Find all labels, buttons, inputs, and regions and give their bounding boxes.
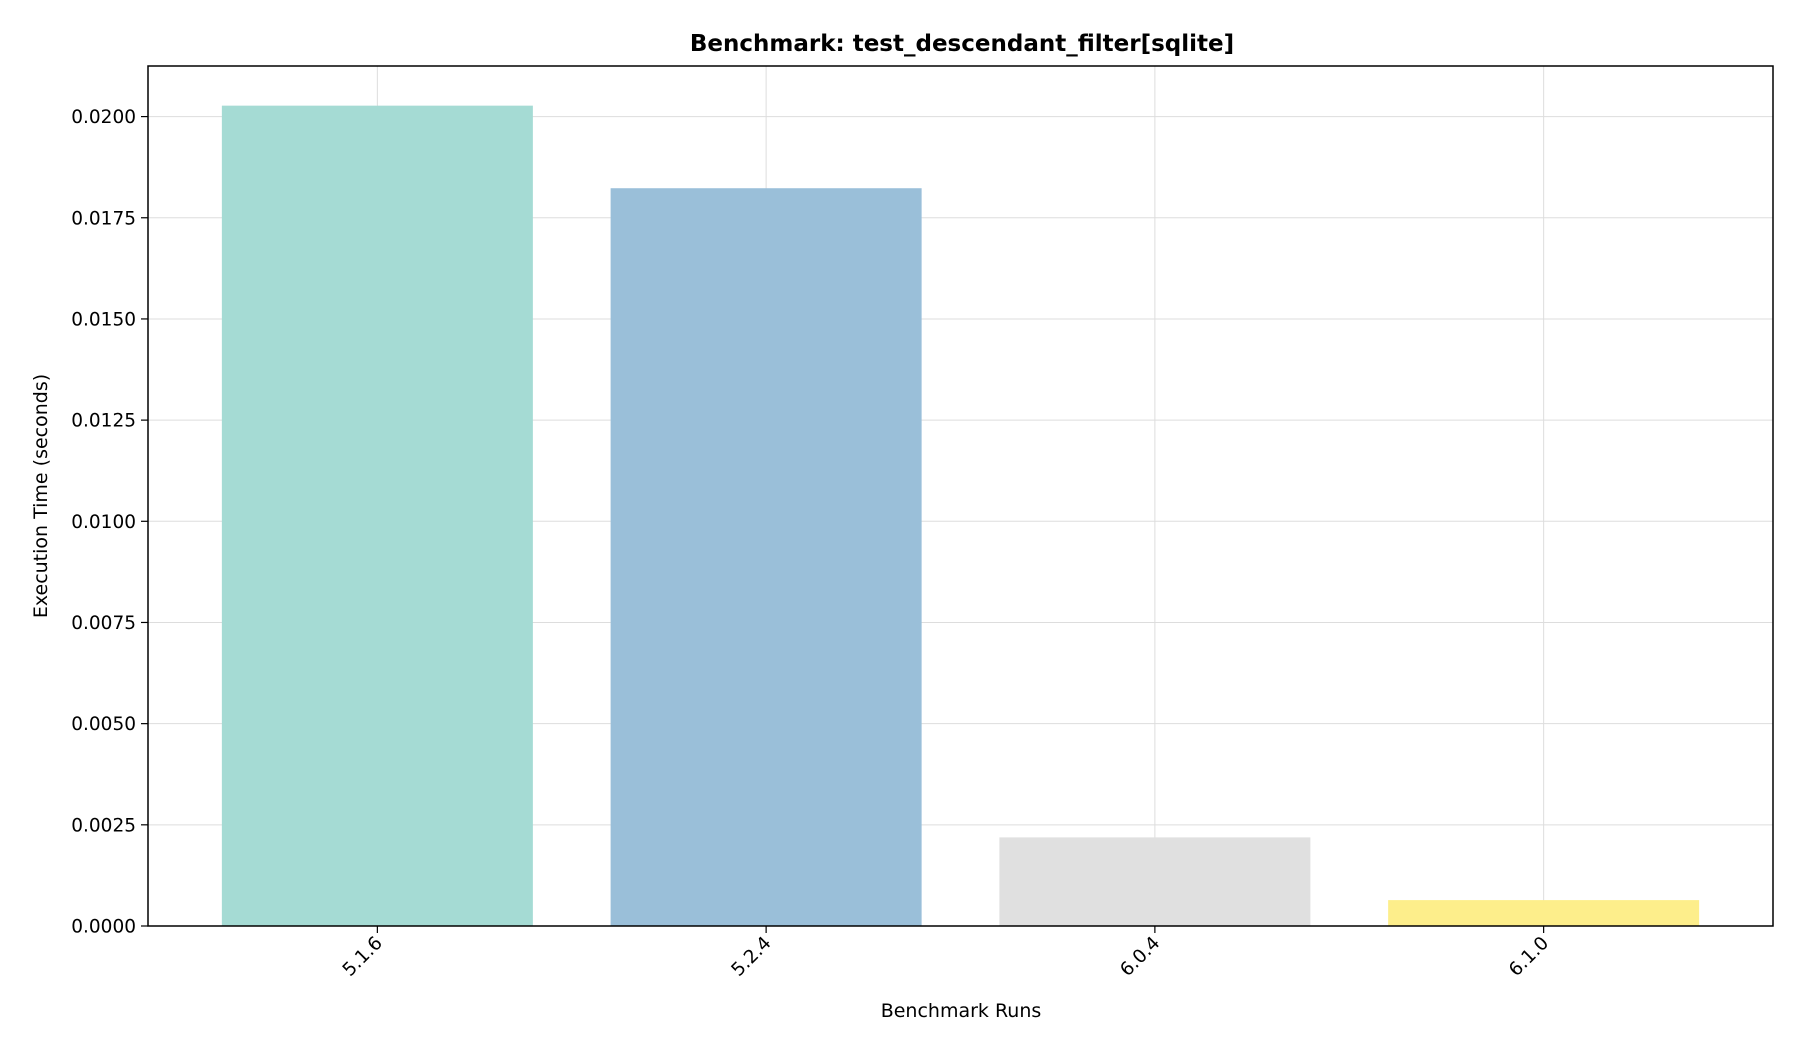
y-axis-label: Execution Time (seconds) [30,374,52,618]
y-tick-label: 0.0175 [71,208,136,229]
bar-5.1.6 [221,105,533,926]
plot-frame [147,65,1774,927]
x-tick-label: 5.1.6 [339,933,387,981]
y-tick-label: 0.0075 [71,613,136,634]
x-axis: 5.1.6 5.2.4 6.0.4 6.1.0 [339,926,1553,981]
y-axis: 0.0000 0.0025 0.0050 0.0075 0.0100 0.0125 0.01… [71,107,148,938]
x-tick-label: 5.2.4 [728,933,776,981]
x-tick-label: 6.0.4 [1116,933,1164,981]
y-tick-label: 0.0000 [71,917,136,938]
y-tick-label: 0.0100 [71,512,136,533]
chart-title: Benchmark: test_descendant_filter[sqlite… [690,31,1234,57]
y-tick-label: 0.0125 [71,411,136,432]
bar-5.2.4 [610,188,922,926]
bar-6.1.0 [1388,900,1700,926]
x-axis-label: Benchmark Runs [881,1000,1042,1022]
y-tick-label: 0.0025 [71,815,136,836]
bar-6.0.4 [999,837,1311,926]
y-tick-label: 0.0150 [71,309,136,330]
y-tick-label: 0.0050 [71,714,136,735]
x-tick-label: 6.1.0 [1505,933,1553,981]
bars [221,105,1700,926]
y-tick-label: 0.0200 [71,107,136,128]
